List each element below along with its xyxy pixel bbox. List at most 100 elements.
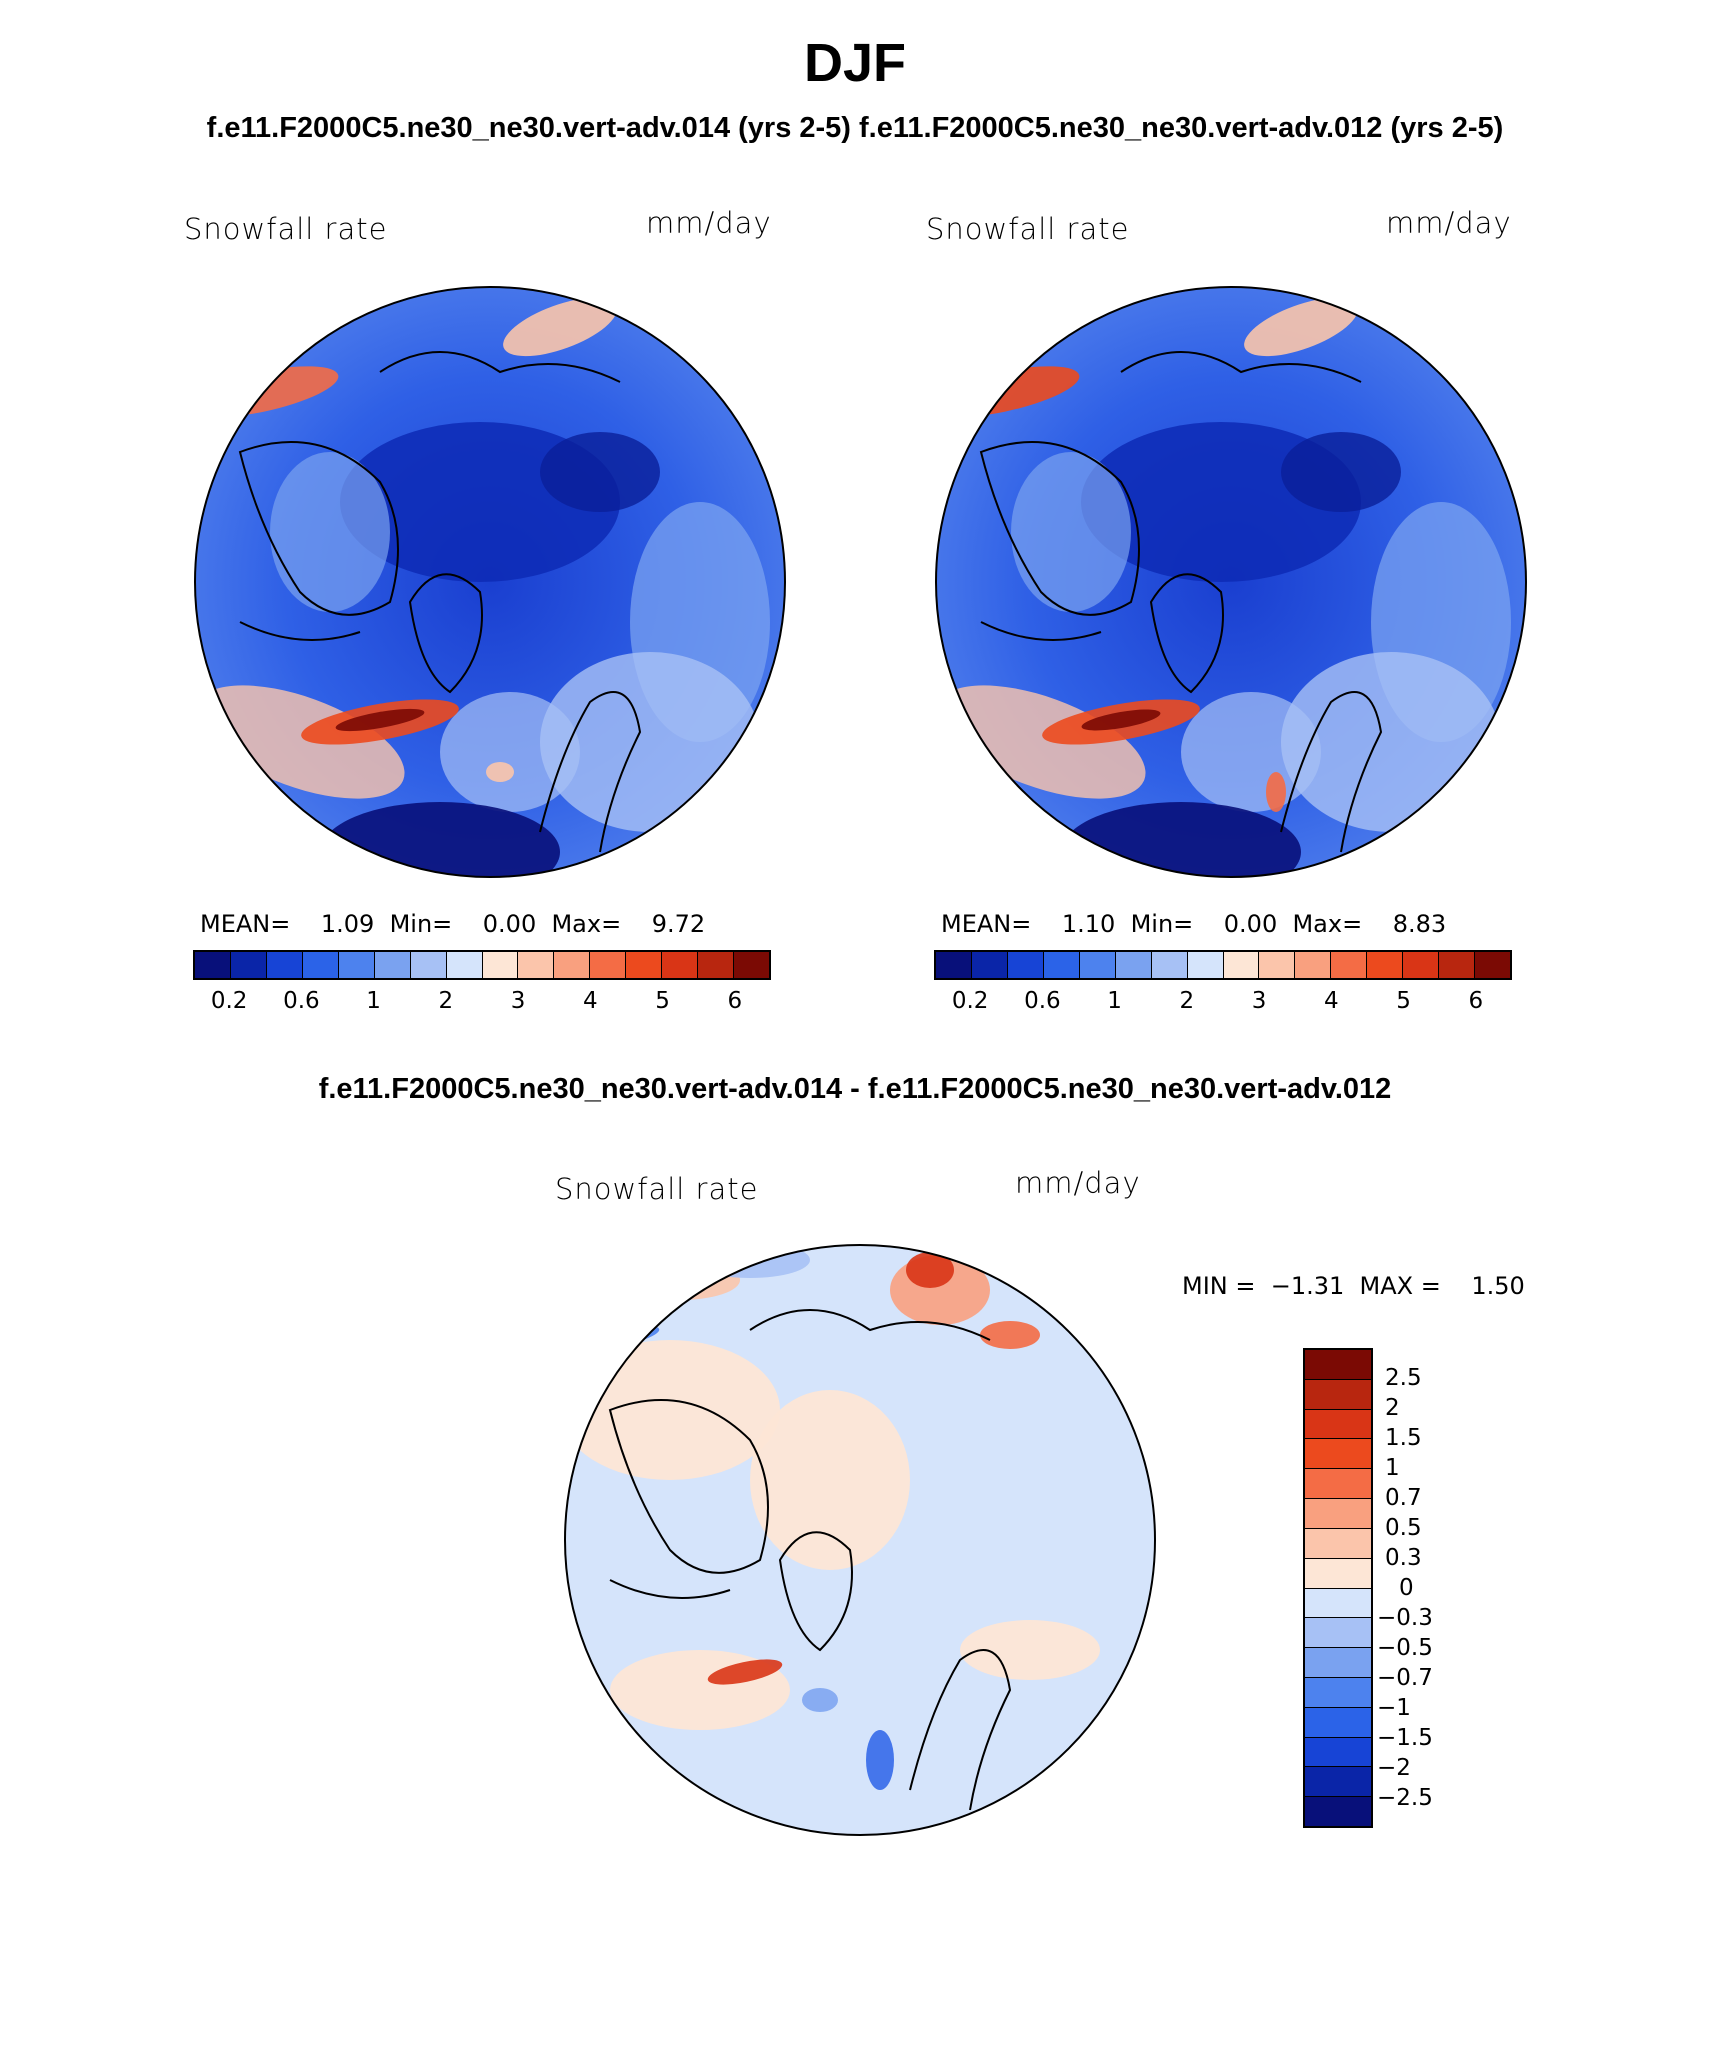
- colorbar-tick-label: 6: [1468, 988, 1484, 1014]
- colorbar-swatch: [1403, 952, 1440, 978]
- diff-colorbar-swatch: [1305, 1409, 1371, 1440]
- diff-colorbar-swatch: [1305, 1499, 1371, 1529]
- diff-colorbar-tick-label: −2.5: [1377, 1785, 1433, 1811]
- colorbar-swatch: [518, 952, 555, 978]
- diff-variable-label: Snowfall rate: [555, 1172, 759, 1206]
- colorbar-tick-label: 2: [1179, 988, 1195, 1014]
- diff-colorbar-swatch: [1305, 1707, 1371, 1738]
- panel1-variable-label: Snowfall rate: [184, 212, 388, 246]
- figure-title: DJF: [803, 33, 906, 93]
- diff-colorbar-swatch: [1305, 1350, 1371, 1380]
- colorbar-swatch: [1079, 952, 1116, 978]
- colorbar-tick-label: 0.2: [951, 988, 989, 1014]
- diff-colorbar-swatch: [1305, 1618, 1371, 1649]
- diff-colorbar-swatch: [1305, 1528, 1371, 1559]
- diff-colorbar-swatch: [1305, 1737, 1371, 1768]
- panel2-colorbar: [934, 950, 1512, 980]
- colorbar-swatch: [1151, 952, 1188, 978]
- colorbar-swatch: [1115, 952, 1152, 978]
- colorbar-swatch: [1007, 952, 1044, 978]
- colorbar-swatch: [1295, 952, 1332, 978]
- diff-colorbar-tick-label: −0.5: [1377, 1635, 1433, 1661]
- diff-colorbar-tick-label: 0.3: [1385, 1545, 1422, 1571]
- diff-polar-map: [564, 1244, 1156, 1836]
- colorbar-swatch: [936, 952, 972, 978]
- colorbar-swatch: [626, 952, 663, 978]
- panel2-polar-map: [935, 286, 1527, 878]
- colorbar-swatch: [482, 952, 519, 978]
- colorbar-tick-label: 0.2: [210, 988, 248, 1014]
- diff-colorbar-tick-label: 0.5: [1385, 1515, 1422, 1541]
- colorbar-swatch: [1043, 952, 1080, 978]
- diff-colorbar-tick-label: −1: [1377, 1695, 1411, 1721]
- panel1-units-label: mm/day: [646, 206, 772, 240]
- diff-colorbar-swatch: [1305, 1588, 1371, 1619]
- colorbar-tick-label: 4: [583, 988, 598, 1014]
- panel2-colorbar-ticks: 0.2 0.6 1 2 3 4 5 6: [934, 988, 1512, 1018]
- diff-colorbar-tick-label: −2: [1377, 1755, 1411, 1781]
- panel2-units-label: mm/day: [1386, 206, 1512, 240]
- colorbar-swatch: [1259, 952, 1296, 978]
- panel2-map-border: [935, 286, 1527, 878]
- panel2-stats: MEAN= 1.10 Min= 0.00 Max= 8.83: [941, 910, 1447, 938]
- case-subtitle: f.e11.F2000C5.ne30_ne30.vert-adv.014 (yr…: [206, 112, 1504, 144]
- diff-colorbar-tick-label: 0.7: [1385, 1485, 1422, 1511]
- colorbar-swatch: [1439, 952, 1476, 978]
- colorbar-tick-label: 6: [727, 988, 743, 1014]
- colorbar-tick-label: 0.6: [283, 988, 320, 1014]
- colorbar-swatch: [266, 952, 303, 978]
- diff-colorbar-tick-label: 2: [1385, 1395, 1400, 1421]
- diff-colorbar-tick-label: 1: [1385, 1455, 1400, 1481]
- colorbar-swatch: [1223, 952, 1260, 978]
- colorbar-tick-label: 1: [1107, 988, 1122, 1014]
- colorbar-swatch: [734, 952, 769, 978]
- panel1-colorbar-ticks: 0.2 0.6 1 2 3 4 5 6: [193, 988, 771, 1018]
- diff-colorbar-swatch: [1305, 1677, 1371, 1708]
- colorbar-tick-label: 0.6: [1024, 988, 1061, 1014]
- colorbar-swatch: [338, 952, 375, 978]
- diff-colorbar-tick-label: −1.5: [1377, 1725, 1433, 1751]
- colorbar-swatch: [971, 952, 1008, 978]
- colorbar-swatch: [374, 952, 411, 978]
- colorbar-tick-label: 4: [1324, 988, 1339, 1014]
- diff-colorbar-ticks: 2.5 2 1.5 1 0.7 0.5 0.3 0 −0.3 −0.5 −0.7 −1 −1.5 −2 −2…: [1377, 1348, 1481, 1828]
- colorbar-tick-label: 3: [1251, 988, 1267, 1014]
- difference-title: f.e11.F2000C5.ne30_ne30.vert-adv.014 - f…: [318, 1073, 1392, 1105]
- colorbar-swatch: [698, 952, 735, 978]
- diff-colorbar-tick-label: −0.3: [1377, 1605, 1433, 1631]
- diff-colorbar-tick-label: 0: [1399, 1575, 1414, 1601]
- diff-colorbar-swatch: [1305, 1379, 1371, 1410]
- colorbar-swatch: [230, 952, 267, 978]
- diff-colorbar-swatch: [1305, 1767, 1371, 1798]
- panel1-map-border: [194, 286, 786, 878]
- colorbar-swatch: [302, 952, 339, 978]
- colorbar-tick-label: 1: [366, 988, 381, 1014]
- diff-colorbar-swatch: [1305, 1797, 1371, 1826]
- colorbar-tick-label: 5: [655, 988, 670, 1014]
- colorbar-swatch: [1187, 952, 1224, 978]
- diff-colorbar-tick-label: 1.5: [1385, 1425, 1422, 1451]
- diff-colorbar-swatch: [1305, 1648, 1371, 1678]
- colorbar-swatch: [662, 952, 699, 978]
- diff-colorbar-tick-label: −0.7: [1377, 1665, 1433, 1691]
- diff-colorbar-tick-label: 2.5: [1385, 1365, 1422, 1391]
- colorbar-swatch: [1331, 952, 1368, 978]
- diff-colorbar-swatch: [1305, 1469, 1371, 1500]
- colorbar-swatch: [410, 952, 447, 978]
- colorbar-swatch: [590, 952, 627, 978]
- panel2-variable-label: Snowfall rate: [926, 212, 1130, 246]
- colorbar-tick-label: 3: [510, 988, 526, 1014]
- diff-units-label: mm/day: [1015, 1166, 1141, 1200]
- colorbar-tick-label: 2: [438, 988, 454, 1014]
- colorbar-swatch: [1367, 952, 1404, 978]
- diff-colorbar: [1303, 1348, 1373, 1828]
- diff-colorbar-swatch: [1305, 1558, 1371, 1589]
- colorbar-tick-label: 5: [1396, 988, 1411, 1014]
- diff-colorbar-swatch: [1305, 1439, 1371, 1470]
- colorbar-swatch: [554, 952, 591, 978]
- colorbar-swatch: [1475, 952, 1510, 978]
- panel1-stats: MEAN= 1.09 Min= 0.00 Max= 9.72: [200, 910, 706, 938]
- colorbar-swatch: [446, 952, 483, 978]
- colorbar-swatch: [195, 952, 231, 978]
- diff-stats: MIN = −1.31 MAX = 1.50: [1182, 1272, 1525, 1300]
